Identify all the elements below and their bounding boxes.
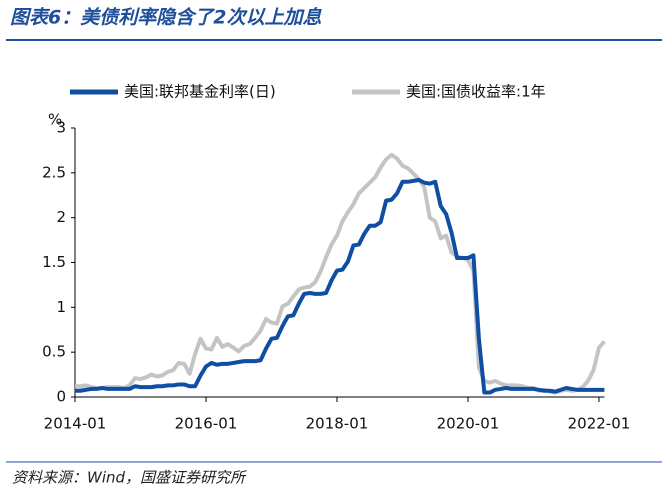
y-tick-label: 0.5 [42, 343, 66, 361]
x-tick-label: 2022-01 [568, 415, 631, 433]
x-tick-label: 2020-01 [437, 415, 500, 433]
y-tick-label: 1.5 [42, 253, 66, 271]
legend-label: 美国:联邦基金利率(日) [124, 83, 276, 101]
y-tick-label: 2 [56, 208, 66, 226]
x-tick-label: 2018-01 [306, 415, 369, 433]
source: 资料来源：Wind，国盛证券研究所 [12, 469, 247, 487]
y-axis-label: % [48, 111, 62, 129]
y-tick-label: 3 [56, 119, 66, 137]
y-tick-label: 0 [56, 388, 66, 406]
series-line [75, 152, 606, 395]
y-tick-label: 1 [56, 298, 66, 316]
series-line [75, 178, 605, 395]
x-tick-label: 2014-01 [44, 415, 107, 433]
chart-title: 图表6：美债利率隐含了2次以上加息 [10, 7, 322, 29]
legend-label: 美国:国债收益率:1年 [406, 83, 546, 101]
y-tick-label: 2.5 [42, 163, 66, 181]
x-tick-label: 2016-01 [175, 415, 238, 433]
